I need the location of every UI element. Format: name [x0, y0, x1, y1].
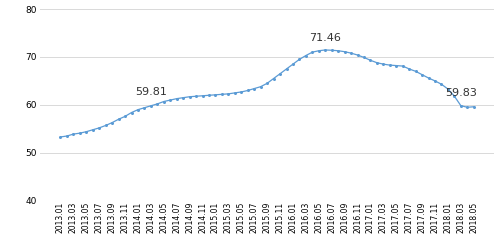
- Text: 59.81: 59.81: [135, 87, 167, 97]
- Text: 59.83: 59.83: [445, 88, 477, 98]
- Text: 71.46: 71.46: [310, 33, 341, 43]
